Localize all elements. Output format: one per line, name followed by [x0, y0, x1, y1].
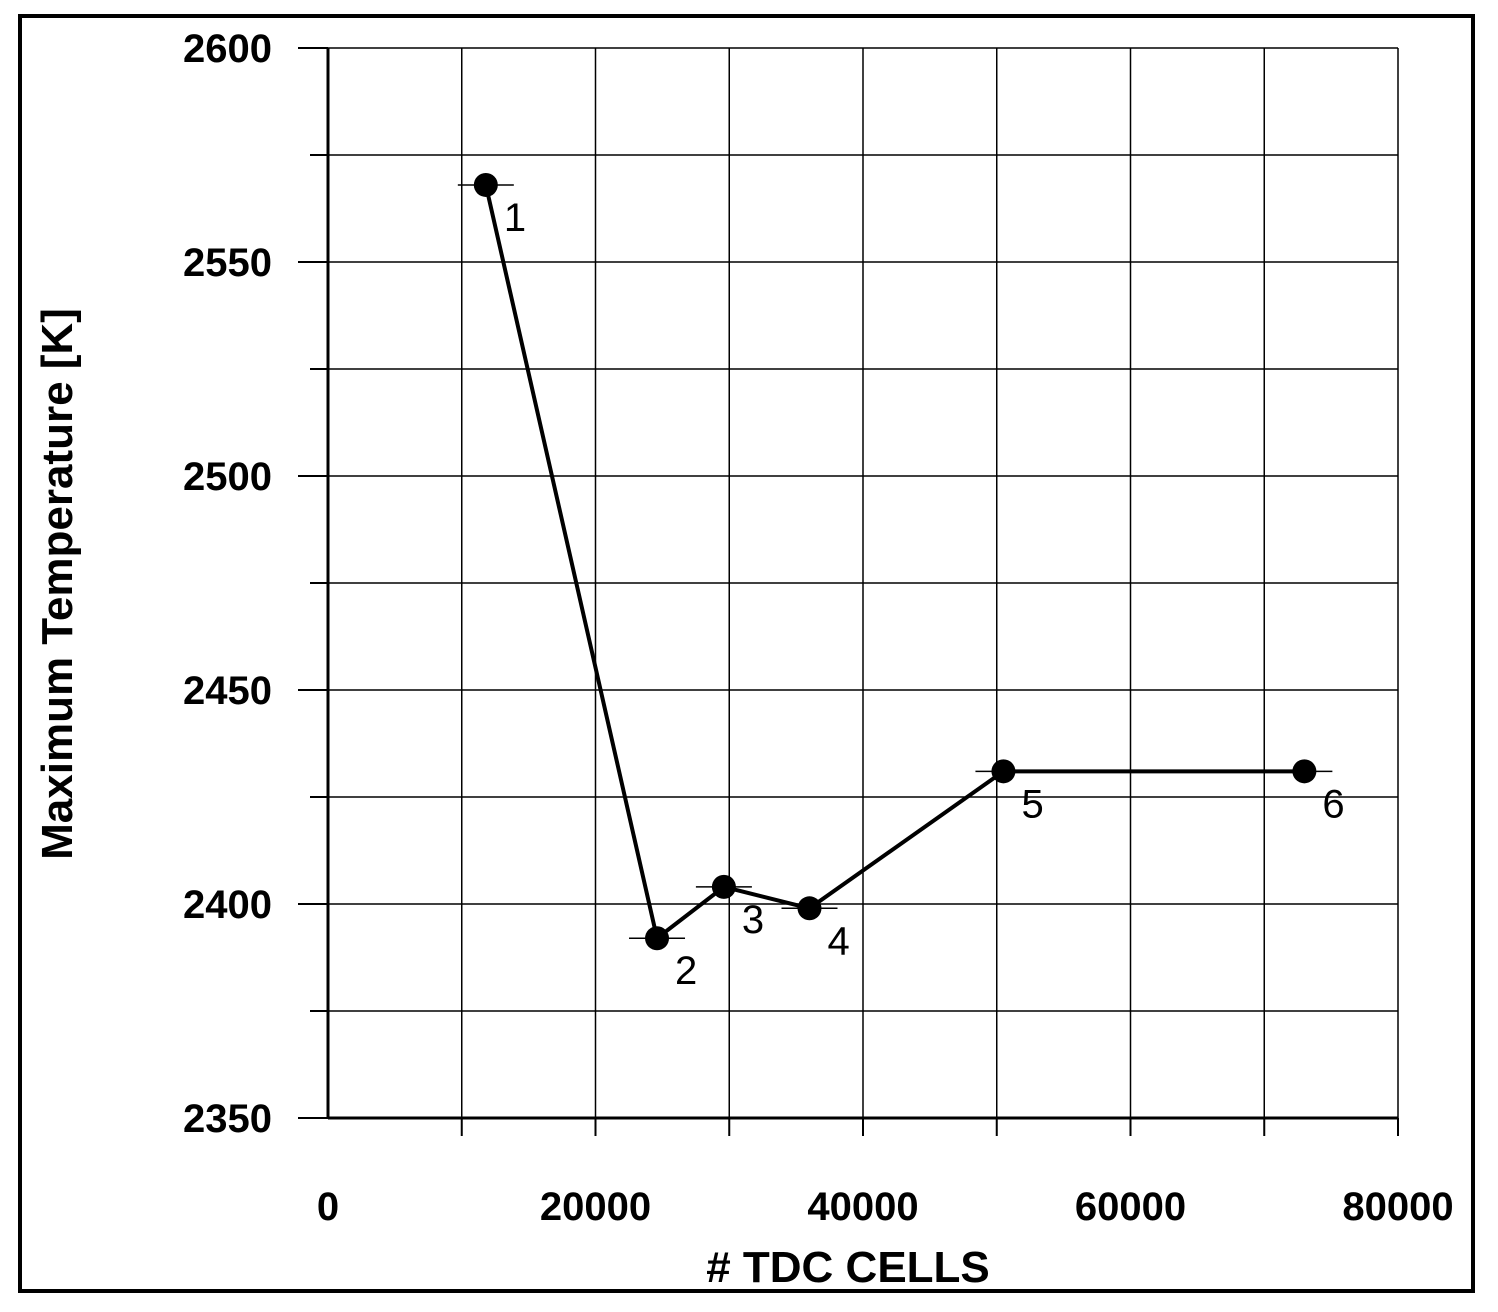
point-label: 3: [742, 898, 764, 942]
series: 1 2 3 4 5 6: [457, 172, 1345, 993]
grid: [298, 47, 1399, 1136]
tick-labels: 2350 2400 2450 2500 2550 2600 0 20000 40000 60000…: [183, 27, 1454, 1229]
y-tick-label: 2400: [183, 883, 272, 927]
data-point: [991, 759, 1016, 784]
point-label: 6: [1322, 782, 1344, 826]
x-tick-label: 0: [317, 1185, 339, 1229]
chart-frame: [18, 14, 1475, 1293]
point-label: 4: [828, 919, 850, 963]
data-point: [473, 172, 498, 197]
y-tick-label: 2350: [183, 1097, 272, 1141]
data-point: [645, 926, 670, 951]
series-line: [483, 184, 1305, 942]
x-tick-label: 80000: [1342, 1185, 1453, 1229]
axes: [326, 48, 1398, 1120]
y-tick-label: 2450: [183, 669, 272, 713]
data-point: [1292, 759, 1317, 784]
point-label: 5: [1021, 782, 1043, 826]
y-tick-label: 2600: [183, 27, 272, 71]
x-axis-label: # TDC CELLS: [706, 1243, 990, 1292]
point-label: 1: [504, 196, 526, 240]
x-tick-label: 60000: [1075, 1185, 1186, 1229]
data-point: [797, 896, 822, 921]
x-tick-label: 20000: [540, 1185, 651, 1229]
y-axis-label: Maximum Temperature [K]: [33, 308, 82, 860]
point-label: 2: [675, 949, 697, 993]
x-tick-label: 40000: [807, 1185, 918, 1229]
data-point: [711, 874, 736, 899]
y-tick-label: 2550: [183, 241, 272, 285]
y-tick-label: 2500: [183, 455, 272, 499]
